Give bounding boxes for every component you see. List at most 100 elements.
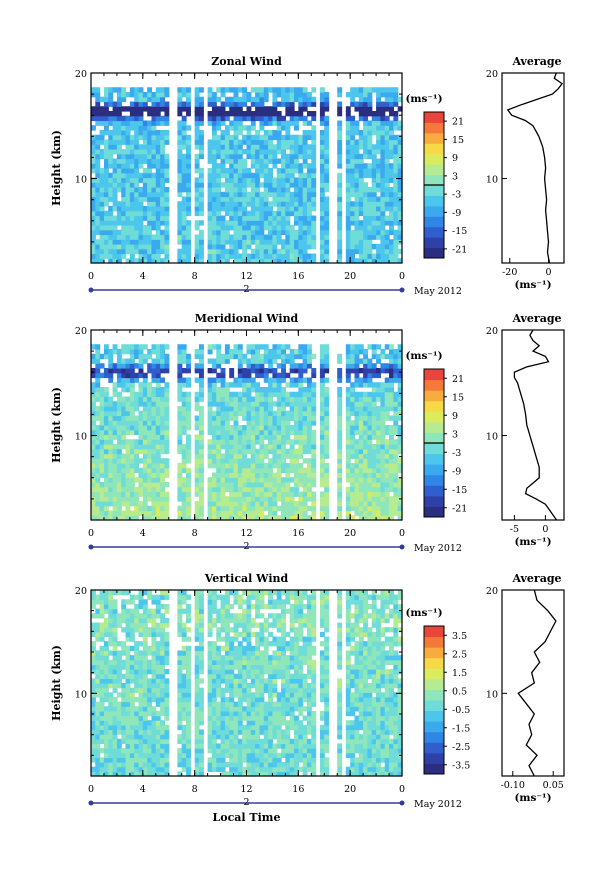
heatmap-cell (147, 439, 153, 445)
heatmap-cell (129, 229, 135, 236)
heatmap-cell (125, 415, 131, 421)
heatmap-cell (324, 225, 330, 231)
heatmap-cell (345, 429, 351, 436)
heatmap-cell (263, 206, 269, 212)
heatmap-cell (285, 144, 291, 150)
heatmap-cell (306, 401, 312, 407)
heatmap-cell (268, 153, 274, 160)
heatmap-cell (181, 253, 187, 259)
heatmap-cell (255, 258, 261, 264)
heatmap-cell (246, 372, 252, 379)
heatmap-cell (246, 410, 252, 417)
profile-y-tick-label: 20 (486, 326, 498, 337)
heatmap-cell (112, 244, 118, 250)
heatmap-cell (216, 510, 222, 516)
heatmap-cell (134, 87, 140, 93)
heatmap-cell (311, 496, 317, 502)
heatmap-cell (211, 158, 217, 164)
heatmap-cell (319, 210, 325, 217)
heatmap-cell (220, 149, 226, 155)
heatmap-cell (91, 429, 96, 436)
heatmap-cell (281, 496, 286, 502)
heatmap-cell (229, 382, 235, 388)
heatmap-cell (207, 120, 213, 126)
heatmap-cell (384, 491, 390, 497)
heatmap-cell (142, 467, 148, 474)
heatmap-cell (116, 655, 122, 661)
heatmap-cell (324, 210, 330, 217)
heatmap-cell (233, 182, 239, 188)
heatmap-cell (147, 757, 153, 763)
heatmap-cell (138, 762, 144, 768)
heatmap-cell (142, 608, 148, 614)
heatmap-cell (289, 258, 295, 264)
heatmap-cell (116, 463, 122, 469)
heatmap-cell (138, 757, 144, 763)
heatmap-cell (397, 515, 403, 521)
heatmap-cell (181, 505, 187, 512)
heatmap-cell (121, 401, 127, 407)
heatmap-cell (112, 382, 118, 388)
heatmap-cell (250, 429, 256, 436)
heatmap-cell (345, 144, 351, 150)
heatmap-cell (121, 425, 127, 431)
heatmap-cell (276, 187, 282, 193)
heatmap-cell (281, 87, 286, 93)
heatmap-cell (389, 187, 394, 193)
heatmap-cell (389, 363, 394, 369)
heatmap-cell (311, 501, 317, 507)
heatmap-cell (91, 505, 96, 512)
heatmap-cell (147, 382, 153, 388)
heatmap-cell (229, 144, 235, 150)
heatmap-cell (151, 439, 157, 445)
heatmap-cell (181, 125, 187, 131)
heatmap-cell (358, 158, 364, 164)
heatmap-cell (138, 720, 144, 726)
heatmap-cell (99, 608, 105, 614)
heatmap-cell (298, 215, 304, 221)
heatmap-cell (259, 149, 265, 155)
heatmap-cell (272, 486, 278, 493)
heatmap-cell (242, 196, 248, 202)
heatmap-cell (91, 463, 96, 469)
heatmap-cell (151, 253, 157, 259)
heatmap-cell (354, 125, 360, 131)
heatmap-cell (393, 358, 399, 364)
heatmap-cell (389, 196, 394, 202)
heatmap-cell (103, 444, 109, 450)
heatmap-cell (198, 505, 204, 512)
heatmap-cell (255, 448, 261, 455)
heatmap-cell (276, 377, 282, 383)
heatmap-cell (108, 669, 114, 675)
heatmap-cell (298, 463, 304, 469)
heatmap-cell (129, 458, 135, 464)
heatmap-cell (142, 599, 148, 605)
heatmap-cell (363, 134, 369, 141)
heatmap-cell (298, 163, 304, 169)
heatmap-cell (211, 229, 217, 236)
heatmap-cell (151, 215, 157, 221)
heatmap-cell (319, 182, 325, 188)
heatmap-cell (276, 130, 282, 136)
y-tick-label: 20 (75, 69, 87, 80)
heatmap-cell (354, 410, 360, 417)
heatmap-cell (324, 363, 330, 369)
heatmap-cell (389, 415, 394, 421)
heatmap-cell (155, 168, 161, 174)
heatmap-cell (181, 177, 187, 183)
heatmap-cell (129, 87, 135, 93)
heatmap-cell (160, 120, 166, 126)
heatmap-cell (134, 669, 140, 675)
heatmap-cell (246, 253, 252, 259)
heatmap-cell (250, 149, 256, 155)
heatmap-cell (129, 510, 135, 516)
heatmap-cell (397, 510, 403, 516)
heatmap-cell (194, 491, 200, 497)
heatmap-cell (229, 168, 235, 174)
heatmap-cell (337, 153, 343, 160)
heatmap-cell (177, 229, 183, 236)
heatmap-cell (181, 130, 187, 136)
heatmap-cell (324, 401, 330, 407)
colorbar-unit: (ms⁻¹) (405, 93, 442, 105)
heatmap-cell (371, 486, 377, 493)
